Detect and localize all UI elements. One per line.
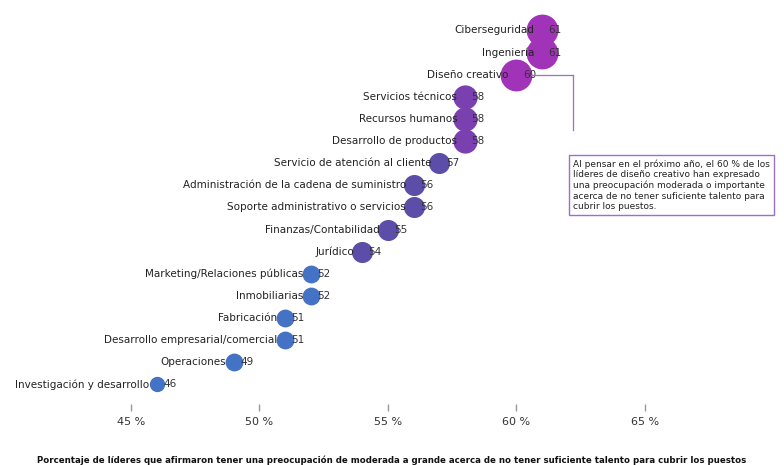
Text: 56: 56 — [420, 180, 434, 190]
Text: 57: 57 — [446, 158, 459, 168]
Point — [459, 115, 471, 123]
Text: Desarrollo empresarial/comercial: Desarrollo empresarial/comercial — [104, 335, 278, 345]
Text: 51: 51 — [292, 335, 305, 345]
Text: Fabricación: Fabricación — [218, 313, 278, 323]
Text: 55: 55 — [394, 225, 408, 234]
Point — [459, 137, 471, 145]
Point — [535, 27, 548, 34]
Text: 60: 60 — [523, 70, 536, 80]
Point — [227, 359, 240, 366]
Text: Investigación y desarrollo: Investigación y desarrollo — [15, 379, 149, 390]
Point — [279, 336, 292, 344]
Text: Administración de la cadena de suministro: Administración de la cadena de suministr… — [183, 180, 406, 190]
Text: 58: 58 — [471, 114, 485, 124]
Text: Soporte administrativo o servicios: Soporte administrativo o servicios — [227, 202, 406, 213]
Text: Desarrollo de productos: Desarrollo de productos — [332, 136, 457, 146]
Text: Finanzas/Contabilidad: Finanzas/Contabilidad — [266, 225, 380, 234]
Text: Servicio de atención al cliente: Servicio de atención al cliente — [274, 158, 431, 168]
Text: 58: 58 — [471, 136, 485, 146]
Point — [382, 226, 394, 233]
Text: Jurídico: Jurídico — [316, 246, 354, 257]
Text: 58: 58 — [471, 92, 485, 102]
Point — [304, 270, 317, 278]
Text: Al pensar en el próximo año, el 60 % de los
líderes de diseño creativo han expre: Al pensar en el próximo año, el 60 % de … — [573, 159, 770, 211]
Text: 51: 51 — [292, 313, 305, 323]
Text: 61: 61 — [549, 47, 562, 58]
Text: Ingeniería: Ingeniería — [482, 47, 535, 58]
Point — [151, 381, 163, 388]
Text: 56: 56 — [420, 202, 434, 213]
Text: 61: 61 — [549, 26, 562, 35]
Text: 54: 54 — [368, 246, 382, 257]
Point — [408, 204, 420, 211]
Text: Diseño creativo: Diseño creativo — [427, 70, 509, 80]
Text: Ciberseguridad: Ciberseguridad — [455, 26, 535, 35]
Point — [279, 314, 292, 322]
Point — [433, 159, 445, 167]
Text: Servicios técnicos: Servicios técnicos — [364, 92, 457, 102]
Text: Inmobiliarias: Inmobiliarias — [236, 291, 303, 301]
Point — [356, 248, 368, 255]
Text: 52: 52 — [318, 291, 331, 301]
Text: 52: 52 — [318, 269, 331, 279]
Point — [535, 49, 548, 56]
Point — [304, 292, 317, 299]
Point — [408, 181, 420, 189]
Point — [510, 71, 523, 79]
Text: 49: 49 — [240, 357, 253, 367]
Text: Recursos humanos: Recursos humanos — [358, 114, 457, 124]
Point — [459, 93, 471, 100]
Text: Operaciones: Operaciones — [161, 357, 226, 367]
Text: Porcentaje de líderes que afirmaron tener una preocupación de moderada a grande : Porcentaje de líderes que afirmaron tene… — [38, 455, 746, 465]
Text: Marketing/Relaciones públicas: Marketing/Relaciones públicas — [145, 268, 303, 279]
Text: 46: 46 — [163, 379, 176, 389]
